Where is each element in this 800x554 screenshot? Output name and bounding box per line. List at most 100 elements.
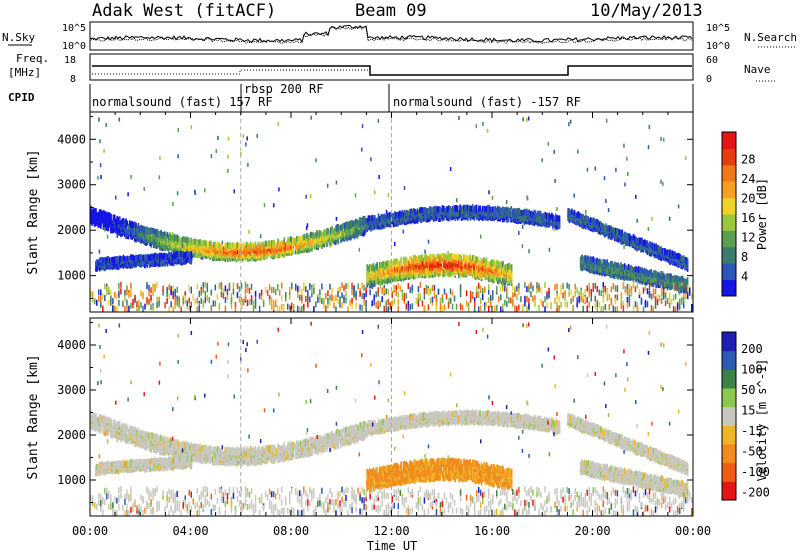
power-cell xyxy=(579,213,582,220)
power-cell xyxy=(523,215,526,222)
power-cell xyxy=(411,257,414,264)
power-cell xyxy=(343,234,346,241)
power-cell xyxy=(378,216,381,223)
power-cell xyxy=(91,219,93,226)
power-cell xyxy=(649,241,651,248)
power-cell xyxy=(420,207,423,214)
power-cell xyxy=(419,207,421,214)
power-cell xyxy=(332,237,335,244)
power-cell xyxy=(319,230,322,237)
power-cell xyxy=(164,242,166,249)
power-cell xyxy=(133,255,136,262)
power-cell xyxy=(125,256,127,263)
power-cell xyxy=(414,254,416,261)
power-cell xyxy=(554,213,557,220)
power-cell xyxy=(126,255,129,262)
power-cell xyxy=(600,266,602,273)
power-cell xyxy=(96,219,98,226)
power-cell xyxy=(236,254,239,261)
power-cell xyxy=(484,258,487,265)
freq-frame xyxy=(89,53,694,81)
power-cell xyxy=(679,253,681,260)
power-cell xyxy=(409,256,411,263)
power-cell xyxy=(524,208,527,215)
power-cell xyxy=(608,262,611,269)
power-cell xyxy=(108,212,111,219)
power-cell xyxy=(127,256,130,263)
power-cell xyxy=(527,209,529,216)
power-cell xyxy=(150,253,152,260)
power-cell xyxy=(179,238,181,245)
power-cell xyxy=(101,256,103,263)
power-cell xyxy=(123,255,126,262)
power-cell xyxy=(166,231,169,238)
power-cell xyxy=(478,205,480,212)
power-cell xyxy=(317,231,320,238)
power-cell xyxy=(620,230,622,237)
power-cell xyxy=(285,240,288,247)
power-cell xyxy=(448,205,450,212)
power-cell xyxy=(387,212,390,219)
power-cell xyxy=(132,222,135,229)
power-cell xyxy=(381,213,384,220)
power-cell xyxy=(386,275,389,282)
power-cell xyxy=(140,224,142,231)
power-cell xyxy=(474,273,477,280)
power-cell xyxy=(456,209,459,216)
power-cell xyxy=(655,243,657,250)
power-cell xyxy=(146,236,149,243)
power-cell xyxy=(493,265,495,272)
power-cell xyxy=(220,249,223,256)
power-cell xyxy=(274,251,277,258)
power-cell xyxy=(154,252,156,259)
power-cell xyxy=(201,240,204,247)
power-cell xyxy=(209,240,211,247)
power-cell xyxy=(524,212,527,219)
power-cell xyxy=(407,268,410,275)
power-cell xyxy=(156,228,159,235)
power-cell xyxy=(385,272,387,279)
power-cell xyxy=(415,256,418,263)
power-cell xyxy=(106,256,108,263)
power-cell xyxy=(556,215,558,222)
power-cell xyxy=(348,234,351,241)
power-cell xyxy=(492,259,494,266)
power-cell xyxy=(412,207,415,214)
power-cell xyxy=(463,264,465,271)
power-cell xyxy=(221,245,224,252)
power-cell xyxy=(165,233,168,240)
power-cell xyxy=(367,274,370,281)
power-cell xyxy=(512,208,514,215)
power-cell xyxy=(326,240,328,247)
power-cell xyxy=(439,255,441,262)
power-cell xyxy=(670,250,673,257)
power-cell xyxy=(605,260,607,267)
power-cell xyxy=(390,213,392,220)
power-cell xyxy=(483,206,485,213)
power-cell xyxy=(131,254,134,261)
power-cell xyxy=(429,209,431,216)
power-cell xyxy=(385,214,387,221)
power-cell xyxy=(141,233,144,240)
power-cell xyxy=(257,242,259,249)
power-cell xyxy=(147,254,150,261)
power-cell xyxy=(268,249,271,256)
power-cell xyxy=(417,209,420,216)
power-cell xyxy=(504,264,507,271)
power-cell xyxy=(219,243,222,250)
power-cell xyxy=(567,207,570,214)
power-cell xyxy=(676,253,679,260)
power-cell xyxy=(375,263,377,270)
power-cell xyxy=(160,230,163,237)
power-cell xyxy=(258,241,260,248)
power-cell xyxy=(380,266,382,273)
power-cell xyxy=(97,222,100,229)
power-cell xyxy=(90,205,92,212)
power-cell xyxy=(455,253,458,260)
power-cell xyxy=(400,272,402,279)
power-cell xyxy=(431,269,434,276)
power-cell xyxy=(376,270,379,277)
power-cell xyxy=(242,244,244,251)
power-cell xyxy=(172,252,175,259)
